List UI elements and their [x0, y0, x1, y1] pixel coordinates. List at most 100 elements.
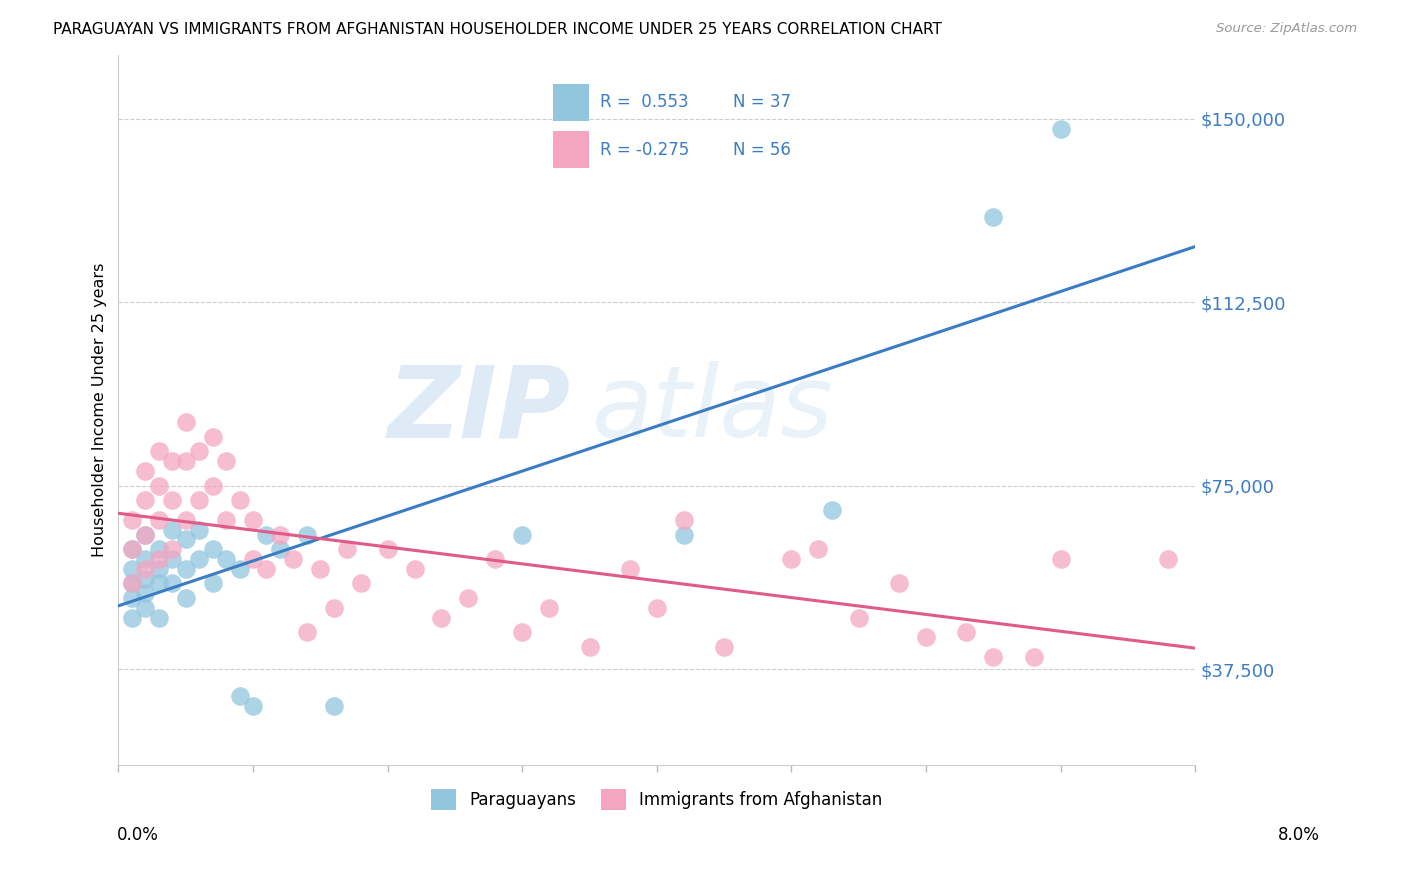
Point — [134, 562, 156, 576]
Point — [201, 478, 224, 492]
Point — [148, 611, 170, 625]
Point — [242, 513, 264, 527]
Point — [148, 542, 170, 557]
Point — [215, 513, 238, 527]
Point — [121, 576, 143, 591]
Point — [322, 601, 344, 615]
Point — [215, 454, 238, 468]
FancyBboxPatch shape — [553, 131, 589, 168]
Point — [215, 552, 238, 566]
Point — [134, 601, 156, 615]
Point — [188, 523, 211, 537]
Point — [162, 454, 184, 468]
Point — [121, 576, 143, 591]
Point — [1049, 552, 1071, 566]
Point — [148, 562, 170, 576]
Point — [188, 444, 211, 458]
Point — [174, 513, 197, 527]
Point — [134, 527, 156, 541]
Point — [162, 542, 184, 557]
Point — [256, 562, 278, 576]
Point — [295, 527, 318, 541]
Point — [350, 576, 373, 591]
Point — [162, 552, 184, 566]
Point — [672, 513, 695, 527]
Text: N = 37: N = 37 — [733, 94, 790, 112]
Point — [201, 576, 224, 591]
Point — [915, 630, 938, 644]
Point — [1022, 649, 1045, 664]
Point — [295, 625, 318, 640]
Point — [619, 562, 641, 576]
Text: ZIP: ZIP — [388, 361, 571, 458]
Point — [121, 542, 143, 557]
Text: Source: ZipAtlas.com: Source: ZipAtlas.com — [1216, 22, 1357, 36]
Point — [201, 430, 224, 444]
Point — [484, 552, 506, 566]
FancyBboxPatch shape — [553, 84, 589, 121]
Point — [134, 464, 156, 478]
Point — [162, 493, 184, 508]
Point — [981, 210, 1004, 224]
Point — [174, 415, 197, 429]
Point — [121, 611, 143, 625]
Point — [228, 689, 250, 703]
Text: 8.0%: 8.0% — [1278, 826, 1320, 844]
Point — [336, 542, 359, 557]
Point — [148, 478, 170, 492]
Point — [309, 562, 332, 576]
Text: R = -0.275: R = -0.275 — [600, 141, 689, 159]
Point — [807, 542, 830, 557]
Text: atlas: atlas — [592, 361, 834, 458]
Y-axis label: Householder Income Under 25 years: Householder Income Under 25 years — [93, 262, 107, 557]
Point — [283, 552, 305, 566]
Point — [430, 611, 453, 625]
Point — [134, 493, 156, 508]
Point — [134, 572, 156, 586]
Point — [174, 562, 197, 576]
Point — [148, 576, 170, 591]
Point — [404, 562, 426, 576]
Point — [134, 527, 156, 541]
Point — [188, 493, 211, 508]
Point — [148, 513, 170, 527]
Point — [955, 625, 977, 640]
Text: R =  0.553: R = 0.553 — [600, 94, 689, 112]
Point — [162, 576, 184, 591]
Point — [269, 542, 291, 557]
Point — [645, 601, 668, 615]
Point — [981, 649, 1004, 664]
Point — [887, 576, 910, 591]
Point — [538, 601, 561, 615]
Point — [148, 444, 170, 458]
Point — [510, 527, 533, 541]
Point — [134, 552, 156, 566]
Point — [201, 542, 224, 557]
Point — [1157, 552, 1180, 566]
Point — [121, 562, 143, 576]
Point — [228, 562, 250, 576]
Point — [121, 513, 143, 527]
Text: 0.0%: 0.0% — [117, 826, 159, 844]
Point — [269, 527, 291, 541]
Point — [510, 625, 533, 640]
Point — [134, 586, 156, 600]
Point — [256, 527, 278, 541]
Point — [377, 542, 399, 557]
Text: PARAGUAYAN VS IMMIGRANTS FROM AFGHANISTAN HOUSEHOLDER INCOME UNDER 25 YEARS CORR: PARAGUAYAN VS IMMIGRANTS FROM AFGHANISTA… — [53, 22, 942, 37]
Text: N = 56: N = 56 — [733, 141, 790, 159]
Point — [242, 698, 264, 713]
Point — [121, 591, 143, 606]
Point — [1049, 121, 1071, 136]
Point — [242, 552, 264, 566]
Point — [228, 493, 250, 508]
Point — [713, 640, 735, 654]
Point — [188, 552, 211, 566]
Point — [174, 591, 197, 606]
Point — [121, 542, 143, 557]
Point — [578, 640, 600, 654]
Point — [174, 454, 197, 468]
Point — [148, 552, 170, 566]
Point — [672, 527, 695, 541]
Point — [322, 698, 344, 713]
